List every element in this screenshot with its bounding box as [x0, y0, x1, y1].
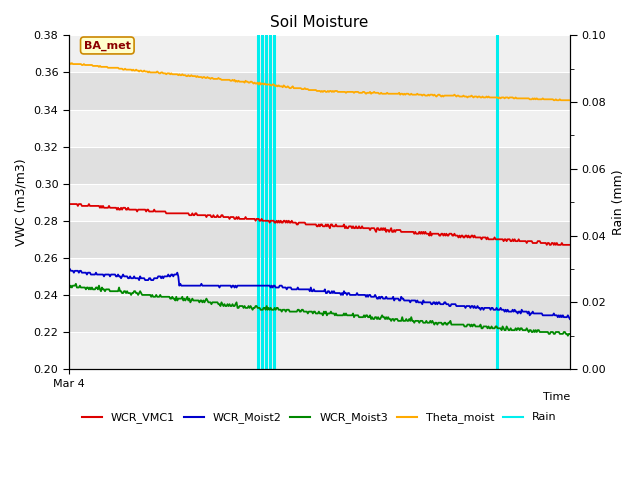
Bar: [69, 36, 570, 72]
Bar: [69, 72, 570, 109]
Bar: [69, 258, 570, 295]
Bar: [69, 109, 570, 146]
Bar: [69, 184, 570, 221]
Legend: WCR_VMC1, WCR_Moist2, WCR_Moist3, Theta_moist, Rain: WCR_VMC1, WCR_Moist2, WCR_Moist3, Theta_…: [77, 408, 561, 428]
Text: Time: Time: [543, 393, 570, 402]
Bar: [69, 332, 570, 369]
Bar: [69, 146, 570, 184]
Bar: [69, 295, 570, 332]
Y-axis label: Rain (mm): Rain (mm): [612, 169, 625, 235]
Text: BA_met: BA_met: [84, 40, 131, 50]
Title: Soil Moisture: Soil Moisture: [270, 15, 369, 30]
Bar: [69, 221, 570, 258]
Y-axis label: VWC (m3/m3): VWC (m3/m3): [15, 158, 28, 246]
